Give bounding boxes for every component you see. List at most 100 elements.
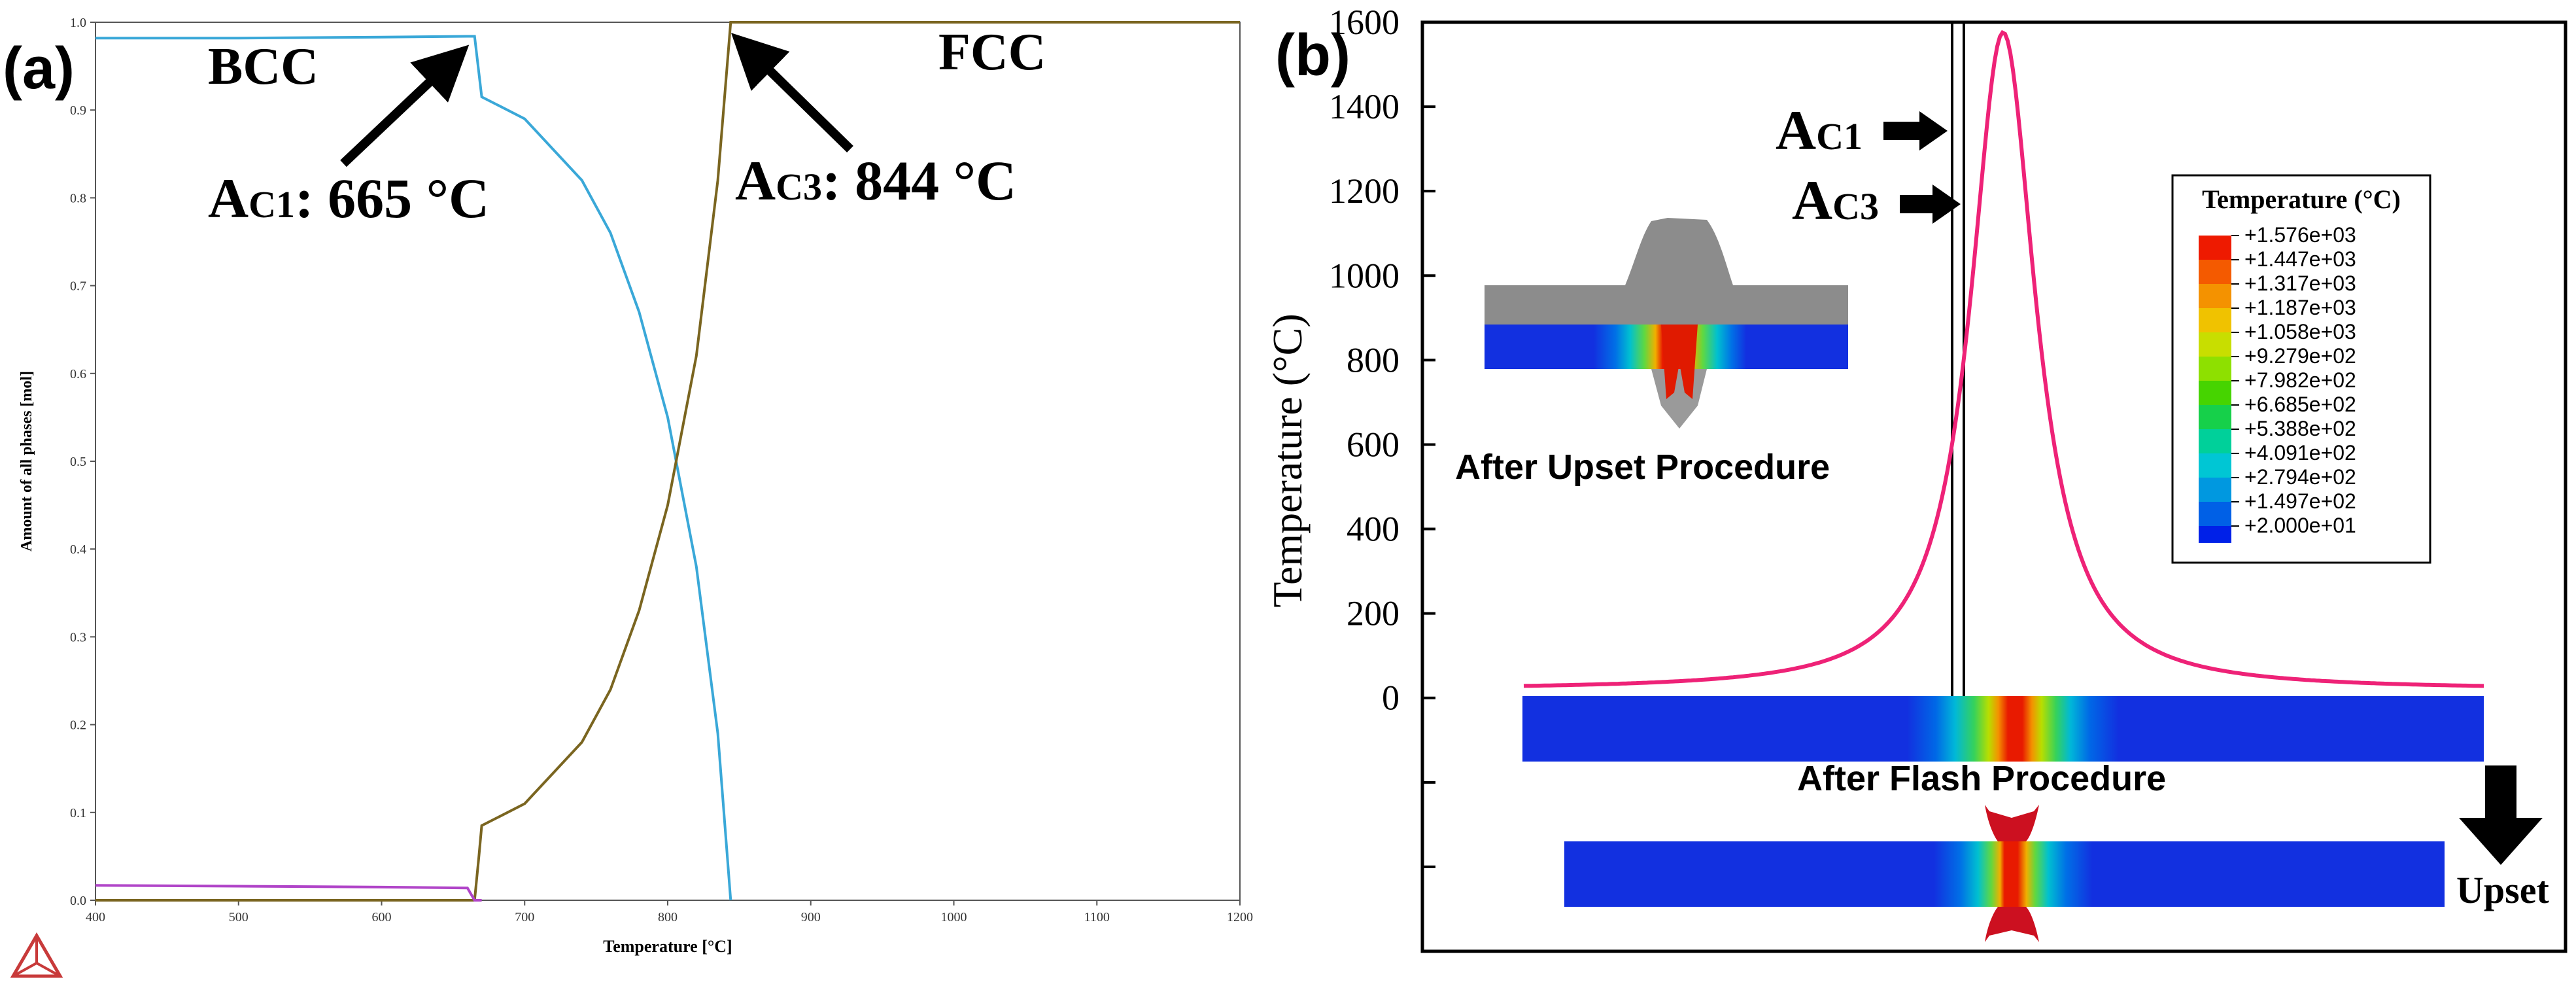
x-tick-label: 900 <box>801 910 821 924</box>
legend-swatch <box>2199 405 2231 429</box>
series-line-fcc <box>95 21 1240 902</box>
legend-level-label: +7.982e+02 <box>2244 368 2356 392</box>
x-tick-label: 800 <box>658 910 678 924</box>
y-tick-label: 0.3 <box>70 630 86 644</box>
legend-level-label: +9.279e+02 <box>2244 344 2356 368</box>
legend-level-label: +1.187e+03 <box>2244 296 2356 319</box>
panel-a-y-axis-label: Amount of all phases [mol] <box>18 371 35 552</box>
x-tick-label: 500 <box>229 910 249 924</box>
upset-flash-bottom <box>1985 907 2039 942</box>
panel-b-ac1-label: AC1 <box>1776 99 1863 162</box>
y-tick-label: 0.9 <box>70 103 86 118</box>
series-line-bcc <box>95 35 732 901</box>
ac3-label: AC3: 844 °C <box>735 149 1016 212</box>
legend-swatch <box>2199 236 2231 260</box>
legend-swatch <box>2199 478 2231 502</box>
thermocalc-logo <box>10 932 63 978</box>
legend-swatch <box>2199 357 2231 381</box>
legend-level-label: +1.317e+03 <box>2244 272 2356 295</box>
x-tick-label: 600 <box>372 910 392 924</box>
fcc-region-label: FCC <box>938 24 1046 81</box>
legend-swatch <box>2199 284 2231 308</box>
upset-direction-arrow <box>2459 765 2543 865</box>
panel-a-x-axis-label: Temperature [°C] <box>603 937 732 956</box>
y-tick-label: 0.1 <box>70 806 86 820</box>
y-tick-label: 0.7 <box>70 279 86 294</box>
y-tick-label: 600 <box>1347 425 1400 464</box>
legend-swatch <box>2199 526 2231 543</box>
x-tick-label: 1000 <box>941 910 967 924</box>
y-tick-label: 0 <box>1382 678 1400 718</box>
upset-hot-zone <box>1661 325 1698 399</box>
legend-swatch <box>2199 308 2231 332</box>
y-tick-label: 0.6 <box>70 367 86 381</box>
y-tick-label: 200 <box>1347 594 1400 633</box>
ac1-pointer-arrow <box>1883 111 1948 150</box>
legend-level-label: +2.794e+02 <box>2244 465 2356 489</box>
legend-swatch <box>2199 502 2231 526</box>
y-tick-label: 1600 <box>1329 3 1400 42</box>
ac3-arrow <box>730 33 853 153</box>
x-tick-label: 1200 <box>1227 910 1253 924</box>
panel-b-label: (b) <box>1275 23 1350 88</box>
panel-b-plot-frame <box>1420 20 2567 953</box>
weld-flash-bottom <box>1651 369 1707 429</box>
legend-level-label: +1.576e+03 <box>2244 223 2356 247</box>
panel-a-label: (a) <box>3 36 75 101</box>
after-flash-label: After Flash Procedure <box>1797 759 2166 798</box>
after-upset-label: After Upset Procedure <box>1455 448 1830 487</box>
y-tick-label: 400 <box>1347 510 1400 549</box>
y-tick-label: 0.2 <box>70 718 86 733</box>
y-tick-label: 1.0 <box>70 16 86 30</box>
legend-swatch <box>2199 453 2231 478</box>
y-tick-label: 0.5 <box>70 455 86 469</box>
y-tick-label: 0.0 <box>70 894 86 908</box>
y-tick-label: 800 <box>1347 340 1400 379</box>
panel-a-series <box>95 21 1240 902</box>
x-tick-label: 1100 <box>1084 910 1110 924</box>
legend-level-label: +6.685e+02 <box>2244 393 2356 416</box>
temperature-profile-line <box>1523 29 2484 688</box>
y-tick-label: 1000 <box>1329 256 1400 295</box>
legend-level-label: +1.058e+03 <box>2244 320 2356 343</box>
x-tick-label: 400 <box>86 910 105 924</box>
legend-title: Temperature (°C) <box>2202 184 2401 214</box>
panel-a-y-ticks: 0.0 0.1 0.2 0.3 0.4 0.5 0.6 0.7 0.8 0.9 1.0 <box>70 16 95 908</box>
temperature-legend: Temperature (°C) +1.576e+03+1.447e+03+1.… <box>2171 174 2431 564</box>
weld-micrograph <box>1485 218 1848 325</box>
legend-swatch <box>2199 260 2231 284</box>
panel-a-axes <box>95 22 1241 901</box>
legend-level-label: +1.447e+03 <box>2244 247 2356 271</box>
after-upset-inset: After Upset Procedure <box>1455 218 1848 487</box>
legend-level-label: +2.000e+01 <box>2244 514 2356 537</box>
y-tick-label: 0.4 <box>70 542 86 557</box>
y-tick-label: 1200 <box>1329 171 1400 211</box>
legend-swatch <box>2199 332 2231 357</box>
legend-level-label: +1.497e+02 <box>2244 489 2356 513</box>
ac3-pointer-arrow <box>1900 184 1961 224</box>
upset-label: Upset <box>2456 869 2549 911</box>
legend-level-label: +5.388e+02 <box>2244 417 2356 440</box>
legend-swatch <box>2199 429 2231 453</box>
legend-rows: +1.576e+03+1.447e+03+1.317e+03+1.187e+03… <box>2199 223 2356 543</box>
ac1-arrow <box>340 44 470 167</box>
y-tick-label: 1400 <box>1329 87 1400 126</box>
upset-flash-top <box>1985 805 2039 841</box>
series-line-third-phase <box>95 884 482 902</box>
after-upset-fe-bar <box>1564 841 2445 907</box>
y-tick-label: 0.8 <box>70 191 86 205</box>
legend-swatch <box>2199 381 2231 405</box>
ac1-label: AC1: 665 °C <box>208 167 489 230</box>
bcc-region-label: BCC <box>208 38 318 96</box>
legend-level-label: +4.091e+02 <box>2244 441 2356 465</box>
after-flash-fe-bar <box>1522 696 2484 762</box>
x-tick-label: 700 <box>515 910 534 924</box>
panel-a-x-ticks: 400 500 600 700 800 900 1000 1100 1200 <box>86 900 1253 924</box>
panel-b-y-ticks: 0 200 400 600 800 1000 1200 1400 1600 <box>1329 3 1435 868</box>
panel-a-plot-frame <box>95 22 1241 901</box>
panel-a: (a) 0.0 0.1 0.2 0.3 0.4 0.5 0.6 0.7 0.8 0.9 1.0 40… <box>3 16 1253 978</box>
panel-b-y-axis-label: Temperature (°C) <box>1264 313 1311 607</box>
panel-b-ac3-label: AC3 <box>1792 169 1879 232</box>
